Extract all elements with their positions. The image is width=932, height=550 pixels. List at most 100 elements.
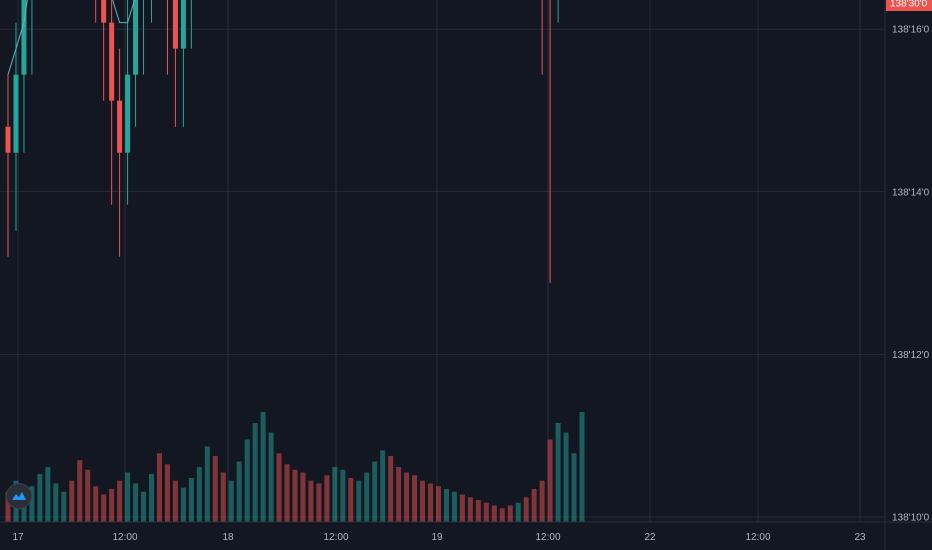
volume-bar <box>507 505 513 522</box>
volume-bar <box>380 450 386 522</box>
volume-bar <box>412 475 418 522</box>
volume-bar <box>268 432 274 522</box>
volume-bar <box>37 473 43 522</box>
volume-bar <box>284 464 290 522</box>
volume-bar <box>260 412 266 522</box>
volume-bar <box>348 478 354 522</box>
volume-bar <box>77 460 83 522</box>
volume-bar <box>396 467 402 522</box>
time-tick-label: 18 <box>222 532 234 543</box>
volume-bar <box>388 456 394 522</box>
volume-bar <box>5 491 11 522</box>
volume-bar <box>69 480 75 522</box>
volume-bar <box>212 456 218 522</box>
volume-bar <box>45 467 51 522</box>
volume-bar <box>300 472 306 522</box>
time-tick-label: 12:00 <box>323 532 348 543</box>
volume-bar <box>21 497 27 522</box>
time-tick-label: 23 <box>854 532 866 543</box>
volume-bar <box>563 432 569 522</box>
volume-bar <box>141 491 147 522</box>
time-axis[interactable]: 17 12:00 18 12:00 19 12:00 22 12:00 23 <box>0 521 932 543</box>
volume-bar <box>499 508 505 522</box>
time-tick-label: 17 <box>12 532 24 543</box>
volume-bar <box>133 483 139 522</box>
volume-bar <box>364 472 370 522</box>
volume-bar <box>523 497 529 522</box>
volume-bar <box>475 500 481 522</box>
candlesticks <box>5 0 559 283</box>
volume-bar <box>125 472 131 522</box>
volume-bar <box>436 486 441 522</box>
price-tag-label-stop: 138'30'0 <box>890 0 928 10</box>
volume-bar <box>515 502 521 522</box>
volume-bar <box>93 486 99 522</box>
volume-bar <box>220 472 226 522</box>
volume-bar <box>252 423 258 522</box>
candle-body <box>133 0 139 75</box>
price-tick-label: 138'10'0 <box>892 513 930 524</box>
volume-bar <box>531 489 537 522</box>
volume-bar <box>459 494 465 522</box>
price-tick-label: 138'12'0 <box>892 350 930 361</box>
volume-bar <box>156 453 162 522</box>
volume-bar <box>228 480 234 522</box>
grid-lines <box>0 0 885 522</box>
candle-body <box>5 126 11 153</box>
volume-bar <box>149 473 154 522</box>
volume-bar <box>308 480 314 522</box>
candle-body <box>180 0 186 49</box>
price-tick-label: 138'14'0 <box>892 187 930 198</box>
volume-bar <box>372 461 378 522</box>
volume-bar <box>316 483 322 522</box>
volume-bar <box>539 480 545 522</box>
candle-body <box>109 22 115 101</box>
candle-body <box>117 100 123 153</box>
time-tick-label: 19 <box>431 532 443 543</box>
time-tick-label: 22 <box>644 532 656 543</box>
volume-bar <box>172 480 178 522</box>
ma-line <box>7 0 136 75</box>
volume-bar <box>356 480 362 522</box>
volume-bar <box>451 491 457 522</box>
volume-bars <box>5 412 585 522</box>
volume-bar <box>29 486 35 522</box>
tradingview-logo-icon[interactable] <box>6 483 32 509</box>
candle-body <box>101 0 107 23</box>
price-axis[interactable]: 138'10'0138'12'0138'14'0138'16'0138'18'0… <box>884 0 930 550</box>
volume-bar <box>276 453 282 522</box>
volume-bar <box>53 483 59 522</box>
volume-bar <box>117 480 123 522</box>
moving-average <box>7 0 136 75</box>
price-tick-label: 138'16'0 <box>892 25 930 36</box>
volume-bar <box>555 423 561 522</box>
volume-bar <box>579 412 585 522</box>
volume-bar <box>571 453 577 522</box>
volume-bar <box>324 475 330 522</box>
time-tick-label: 12:00 <box>112 532 137 543</box>
price-tag-stop <box>886 0 932 11</box>
volume-bar <box>61 491 67 522</box>
volume-bar <box>196 467 202 522</box>
volume-bar <box>443 489 449 522</box>
volume-bar <box>188 478 194 522</box>
volume-bar <box>85 469 91 522</box>
volume-bar <box>428 483 434 522</box>
volume-bar <box>292 469 298 522</box>
candle-body <box>172 0 178 49</box>
volume-bar <box>236 461 242 522</box>
volume-bar <box>332 467 338 522</box>
candle-body <box>125 74 131 153</box>
volume-bar <box>547 439 553 522</box>
volume-bar <box>109 489 115 522</box>
time-tick-label: 12:00 <box>535 532 560 543</box>
volume-bar <box>420 480 426 522</box>
volume-bar <box>180 487 186 522</box>
volume-bar <box>340 469 346 522</box>
volume-bar <box>467 497 473 522</box>
candle-body <box>21 0 27 75</box>
volume-bar <box>244 439 250 522</box>
